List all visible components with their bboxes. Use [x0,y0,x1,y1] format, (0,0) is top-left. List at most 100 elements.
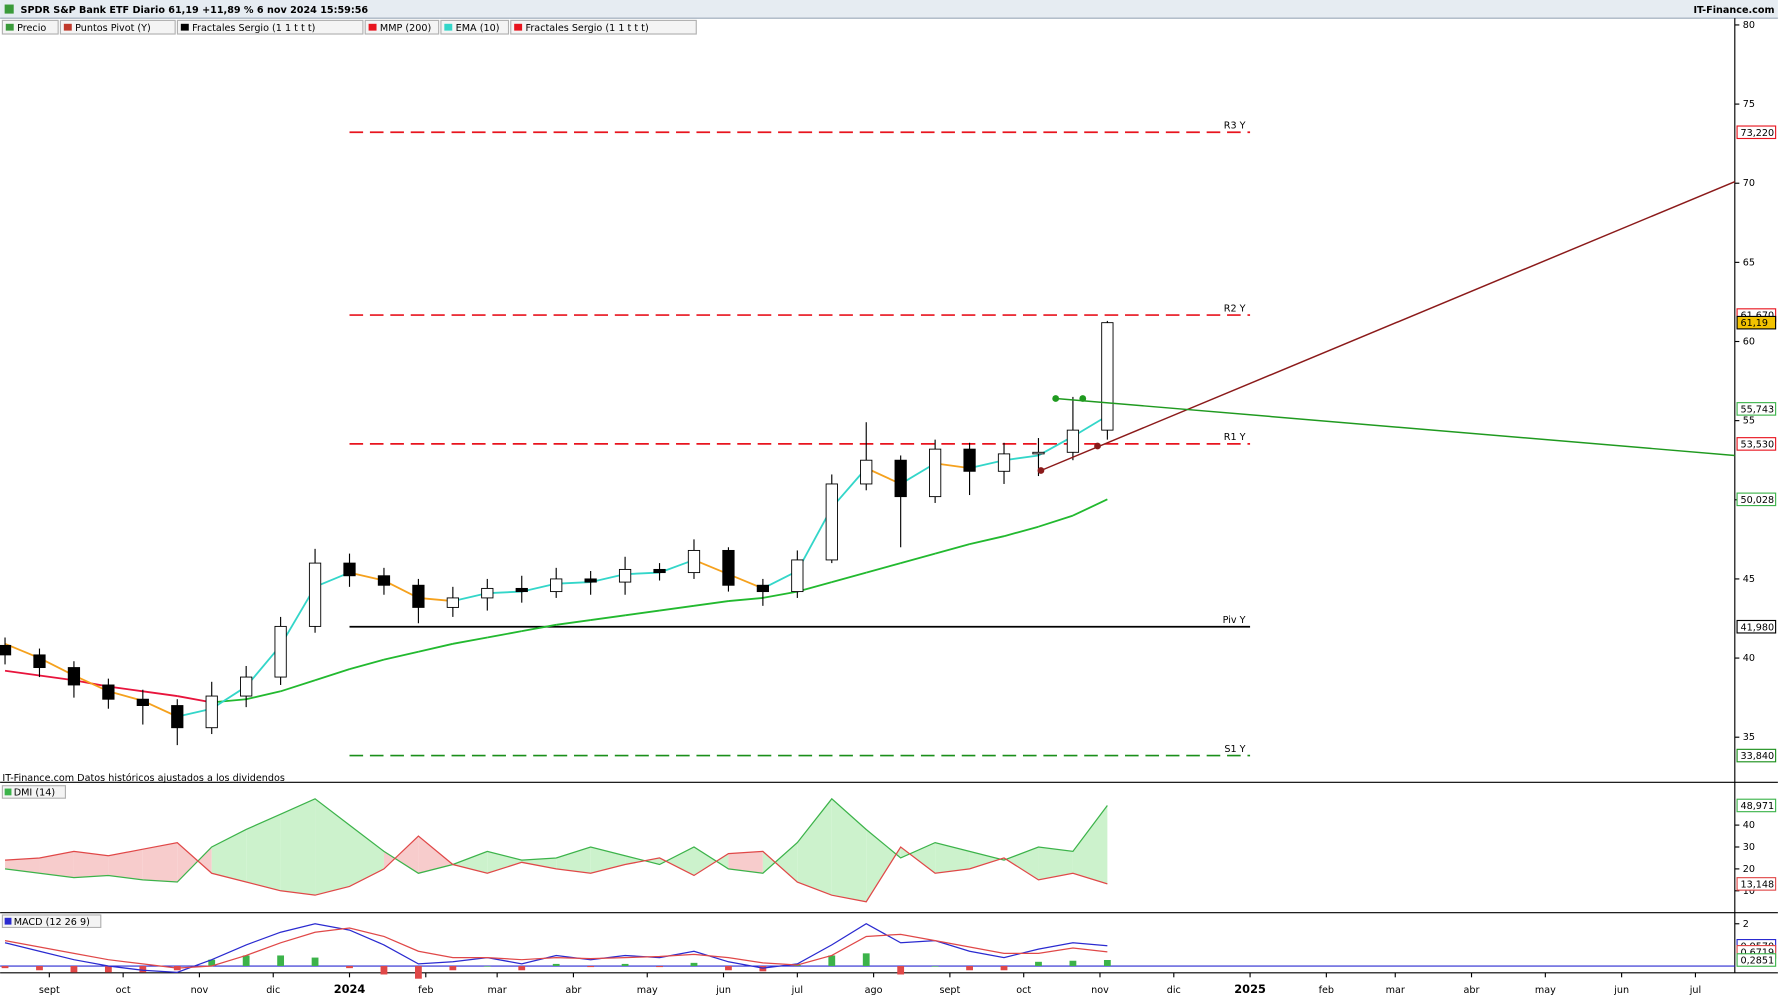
pivot-name: Piv Y [1223,615,1246,626]
candle-body [205,695,218,729]
di-minus-line [4,835,1108,903]
legend-label: Puntos Pivot (Y) [75,23,151,34]
dmi-fill [590,846,626,874]
dmi-fill [1004,846,1039,880]
dmi-fill [831,798,867,902]
x-tick-label: feb [1319,985,1334,996]
legend-chip[interactable] [1,19,59,35]
macd-histogram-bar [346,966,353,969]
axis-marker [1736,315,1777,330]
legend-chip[interactable] [59,19,176,35]
fractal-dot [1052,395,1060,402]
dmi-fill [521,857,557,869]
x-tick-label: nov [1091,985,1109,996]
axis-marker-label: 48,971 [1740,801,1774,812]
candle-body [860,459,873,485]
dmi-fill [349,825,384,887]
x-tick-label: sept [939,985,960,996]
mmp-line [728,597,763,602]
macd-histogram-bar [621,963,629,967]
legend-chip[interactable] [364,19,440,35]
x-tick-label: feb [418,985,433,996]
mmp-line [900,552,936,564]
dmi-fill [142,842,178,883]
candle-body [963,448,976,472]
mmp-line [452,636,488,645]
candle-body [67,667,81,686]
fractal-dot [1094,442,1101,450]
y-tick-label: 40 [1743,820,1755,831]
dmi-fill [487,851,522,874]
mmp-line [418,642,454,653]
legend-chip[interactable] [510,19,697,35]
x-tick-label: jun [715,985,731,996]
candle-body [825,483,838,561]
mmp-line [590,614,626,621]
dmi-fill [177,842,212,883]
mmp-line [934,543,970,555]
y-tick-label: 60 [1743,337,1755,348]
candle-body [274,625,287,678]
footer-note: IT-Finance.com Datos históricos ajustado… [2,772,285,784]
candle-body [446,597,459,608]
y-tick-label: 75 [1743,99,1755,110]
y-tick-label: 70 [1743,178,1755,189]
x-tick-label: ago [865,985,883,996]
candle-body [791,559,804,593]
macd-histogram-bar [36,966,43,971]
legend-label: Fractales Sergio (1 1 t t t) [192,23,315,34]
y-tick-label: 45 [1743,574,1755,585]
dmi-fill [452,851,488,874]
x-tick-label: sept [39,985,60,996]
macd-histogram-bar [70,966,78,973]
mmp-line [1038,514,1074,528]
axis-marker-label: 41,980 [1740,622,1774,633]
macd-histogram-bar [1069,960,1077,967]
legend-chip[interactable] [176,19,364,35]
y-tick-label: 35 [1743,732,1755,743]
axis-marker [1736,437,1777,451]
candle-body [515,587,528,593]
candle-body [929,448,942,498]
mmp-line [1072,498,1108,517]
candle-body [997,453,1011,472]
axis-marker-label: 0,6719 [1740,947,1774,958]
dmi-fill [108,849,143,880]
axis-marker [1736,798,1777,813]
candle-body [412,584,425,608]
dmi-fill [1038,846,1073,880]
x-tick-label: abr [565,985,581,996]
candle-body [722,549,735,586]
mmp-line [831,571,867,583]
title-bar [0,0,1778,19]
mmp-line [693,600,729,607]
legend-chip[interactable] [440,19,510,35]
brand: IT-Finance.com [1693,5,1774,16]
app-icon [4,4,14,14]
x-tick-label: 2024 [334,982,366,996]
macd-histogram-bar [208,959,216,967]
axis-marker-label: 33,840 [1740,751,1774,762]
candle-body [171,705,184,729]
dmi-fill [315,798,350,896]
candle-body [1066,429,1080,453]
macd-histogram-bar [449,966,457,971]
mmp-line [142,690,178,697]
dmi-fill [693,846,729,876]
axis-marker-label: 61,19 [1740,318,1768,329]
y-tick-label: 10 [1743,886,1755,897]
candle-body [894,459,907,498]
dmi-fill [969,851,1005,869]
macd-histogram-bar [931,966,939,967]
fractal-dot [1037,467,1045,474]
candle-body [1032,451,1045,455]
dmi-fill [39,851,74,878]
dmi-fill [797,798,832,896]
macd-histogram-bar [1035,961,1042,967]
legend-label: Fractales Sergio (1 1 t t t) [526,23,649,34]
dmi-fill [1072,805,1108,884]
macd-histogram-bar [725,966,732,971]
panel-label: MACD (12 26 9) [14,917,90,928]
axis-marker [1736,877,1777,891]
